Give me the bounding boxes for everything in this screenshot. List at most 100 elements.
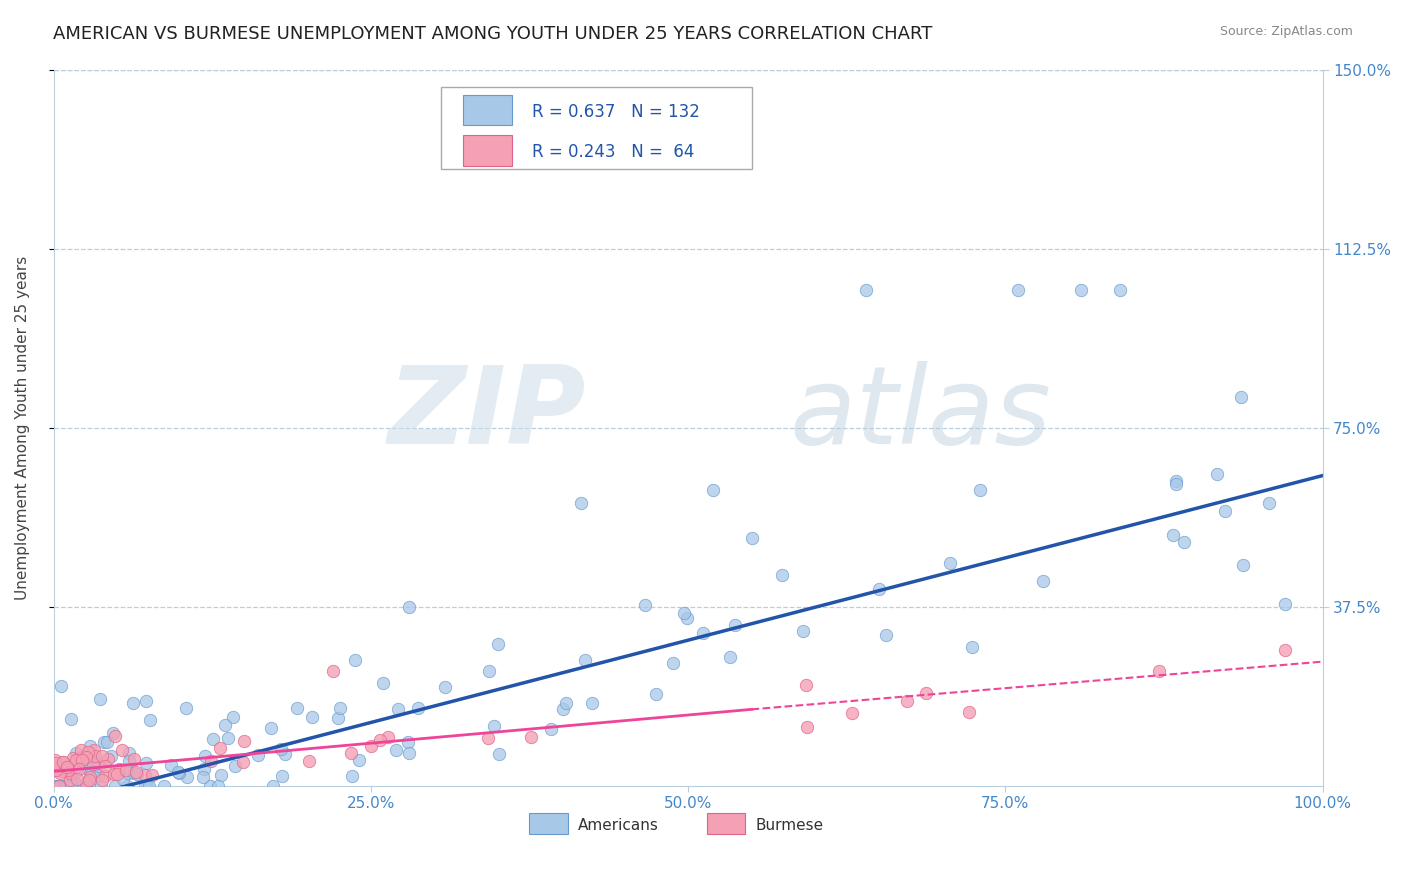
- Point: [63, 779, 86, 793]
- Point: [1213, 504, 1236, 518]
- Point: [67, 762, 90, 776]
- Point: [634, 598, 657, 612]
- Point: [672, 607, 695, 621]
- Point: [478, 664, 501, 678]
- Point: [63, 779, 86, 793]
- Point: [51, 779, 73, 793]
- Point: [77, 745, 100, 759]
- Point: [110, 743, 132, 757]
- Point: [65, 777, 87, 791]
- Point: [174, 701, 197, 715]
- Point: [482, 719, 505, 733]
- Point: [1032, 574, 1054, 589]
- Point: [285, 701, 308, 715]
- Point: [45, 756, 67, 770]
- Point: [59, 712, 82, 726]
- Point: [46, 759, 69, 773]
- Point: [87, 759, 110, 773]
- Point: [347, 753, 370, 767]
- Point: [1274, 598, 1296, 612]
- Point: [60, 778, 83, 792]
- Text: atlas: atlas: [790, 361, 1052, 466]
- Point: [55, 779, 77, 793]
- Point: [122, 766, 145, 780]
- Point: [82, 756, 104, 771]
- Point: [340, 746, 363, 760]
- Point: [79, 739, 101, 753]
- Point: [46, 779, 69, 793]
- Point: [79, 770, 101, 784]
- Point: [62, 772, 84, 787]
- Point: [209, 740, 232, 755]
- Point: [329, 701, 352, 715]
- Point: [1258, 496, 1281, 510]
- Point: [138, 713, 160, 727]
- FancyBboxPatch shape: [530, 813, 568, 834]
- Point: [581, 696, 603, 710]
- Point: [114, 763, 136, 777]
- Point: [224, 759, 246, 773]
- Point: [44, 779, 66, 793]
- Point: [957, 706, 980, 720]
- Point: [52, 779, 75, 793]
- Point: [855, 283, 877, 297]
- Point: [1166, 474, 1188, 488]
- Point: [398, 746, 420, 760]
- Point: [49, 779, 72, 793]
- Point: [724, 618, 747, 632]
- Point: [134, 768, 156, 782]
- Point: [298, 754, 321, 768]
- Point: [232, 734, 254, 748]
- Point: [89, 691, 111, 706]
- Point: [1108, 283, 1130, 297]
- Point: [58, 761, 80, 775]
- Point: [373, 675, 395, 690]
- Point: [841, 706, 863, 720]
- FancyBboxPatch shape: [464, 135, 512, 166]
- Point: [340, 769, 363, 783]
- Point: [65, 779, 87, 793]
- Point: [115, 779, 138, 793]
- Point: [1274, 642, 1296, 657]
- Point: [1164, 477, 1187, 491]
- Point: [117, 765, 139, 780]
- Point: [48, 779, 70, 793]
- Point: [540, 722, 562, 736]
- Point: [209, 768, 232, 782]
- Point: [97, 752, 120, 766]
- Point: [969, 483, 991, 497]
- Point: [51, 679, 73, 693]
- Point: [702, 483, 724, 497]
- Point: [65, 772, 87, 786]
- Point: [138, 779, 160, 793]
- Point: [90, 779, 112, 793]
- Point: [875, 628, 897, 642]
- Point: [1147, 665, 1170, 679]
- Point: [56, 763, 79, 777]
- Point: [79, 772, 101, 787]
- Point: [246, 747, 269, 762]
- Point: [718, 650, 741, 665]
- Point: [96, 735, 118, 749]
- Point: [692, 625, 714, 640]
- Point: [273, 747, 295, 762]
- Point: [118, 746, 141, 760]
- Point: [80, 765, 103, 780]
- Point: [48, 779, 70, 793]
- Point: [53, 779, 76, 793]
- Point: [488, 747, 510, 762]
- Point: [387, 702, 409, 716]
- Point: [520, 730, 543, 744]
- Point: [83, 742, 105, 756]
- Point: [214, 718, 236, 732]
- Point: [396, 735, 419, 749]
- Point: [794, 678, 817, 692]
- Point: [153, 779, 176, 793]
- Point: [101, 726, 124, 740]
- Point: [56, 760, 79, 774]
- Point: [76, 754, 98, 768]
- Point: [44, 753, 66, 767]
- Point: [75, 750, 97, 764]
- Point: [408, 700, 430, 714]
- Point: [111, 772, 134, 786]
